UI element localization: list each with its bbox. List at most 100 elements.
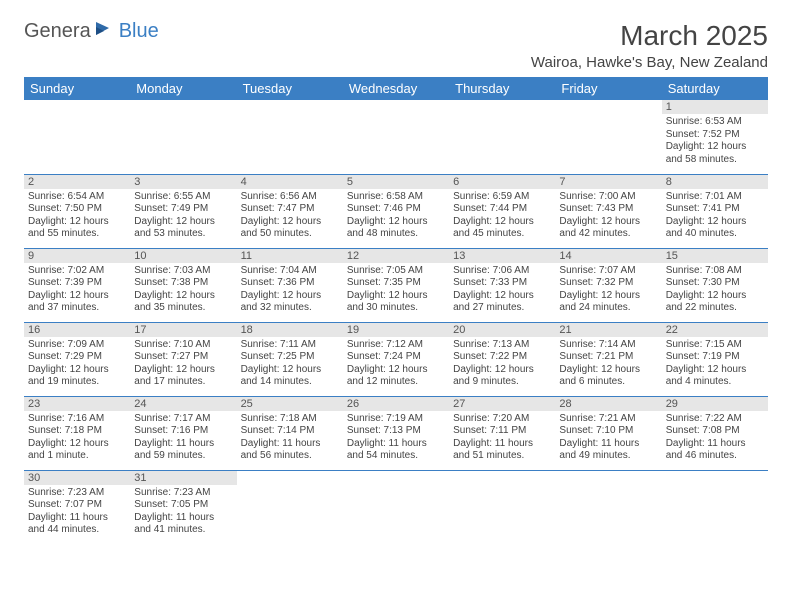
day-number: 3 [130,175,236,189]
day-number: 25 [237,397,343,411]
title-block: March 2025 Wairoa, Hawke's Bay, New Zeal… [531,20,768,71]
calendar-body: 1Sunrise: 6:53 AMSunset: 7:52 PMDaylight… [24,100,768,544]
day-info: Sunrise: 7:01 AMSunset: 7:41 PMDaylight:… [662,189,768,245]
calendar-cell: 1Sunrise: 6:53 AMSunset: 7:52 PMDaylight… [662,100,768,174]
logo: Genera Blue [24,20,159,43]
day-info: Sunrise: 7:14 AMSunset: 7:21 PMDaylight:… [555,337,661,393]
calendar-week: 9Sunrise: 7:02 AMSunset: 7:39 PMDaylight… [24,248,768,322]
calendar-week: 16Sunrise: 7:09 AMSunset: 7:29 PMDayligh… [24,322,768,396]
calendar-cell: 25Sunrise: 7:18 AMSunset: 7:14 PMDayligh… [237,396,343,470]
calendar-cell: 6Sunrise: 6:59 AMSunset: 7:44 PMDaylight… [449,174,555,248]
day-info: Sunrise: 7:20 AMSunset: 7:11 PMDaylight:… [449,411,555,467]
day-number: 27 [449,397,555,411]
day-header: Wednesday [343,77,449,100]
day-info: Sunrise: 6:56 AMSunset: 7:47 PMDaylight:… [237,189,343,245]
calendar-cell [130,100,236,174]
day-info: Sunrise: 7:07 AMSunset: 7:32 PMDaylight:… [555,263,661,319]
calendar-cell: 5Sunrise: 6:58 AMSunset: 7:46 PMDaylight… [343,174,449,248]
calendar-cell: 2Sunrise: 6:54 AMSunset: 7:50 PMDaylight… [24,174,130,248]
day-info: Sunrise: 7:04 AMSunset: 7:36 PMDaylight:… [237,263,343,319]
header: Genera Blue March 2025 Wairoa, Hawke's B… [24,20,768,71]
day-number: 12 [343,249,449,263]
day-number: 19 [343,323,449,337]
day-info: Sunrise: 7:23 AMSunset: 7:05 PMDaylight:… [130,485,236,541]
calendar-week: 23Sunrise: 7:16 AMSunset: 7:18 PMDayligh… [24,396,768,470]
calendar-cell [343,100,449,174]
day-info: Sunrise: 7:21 AMSunset: 7:10 PMDaylight:… [555,411,661,467]
month-title: March 2025 [531,20,768,52]
calendar-cell: 12Sunrise: 7:05 AMSunset: 7:35 PMDayligh… [343,248,449,322]
calendar-cell: 26Sunrise: 7:19 AMSunset: 7:13 PMDayligh… [343,396,449,470]
day-info: Sunrise: 7:19 AMSunset: 7:13 PMDaylight:… [343,411,449,467]
flag-icon [95,20,115,43]
day-info: Sunrise: 6:59 AMSunset: 7:44 PMDaylight:… [449,189,555,245]
day-info: Sunrise: 7:17 AMSunset: 7:16 PMDaylight:… [130,411,236,467]
logo-text-part2: Blue [119,20,159,43]
day-info: Sunrise: 6:54 AMSunset: 7:50 PMDaylight:… [24,189,130,245]
calendar-cell [555,470,661,544]
day-info: Sunrise: 7:18 AMSunset: 7:14 PMDaylight:… [237,411,343,467]
calendar-cell: 27Sunrise: 7:20 AMSunset: 7:11 PMDayligh… [449,396,555,470]
calendar-table: SundayMondayTuesdayWednesdayThursdayFrid… [24,77,768,544]
calendar-cell: 30Sunrise: 7:23 AMSunset: 7:07 PMDayligh… [24,470,130,544]
day-number: 31 [130,471,236,485]
calendar-week: 30Sunrise: 7:23 AMSunset: 7:07 PMDayligh… [24,470,768,544]
day-info: Sunrise: 7:08 AMSunset: 7:30 PMDaylight:… [662,263,768,319]
day-header: Friday [555,77,661,100]
calendar-cell: 22Sunrise: 7:15 AMSunset: 7:19 PMDayligh… [662,322,768,396]
calendar-cell: 18Sunrise: 7:11 AMSunset: 7:25 PMDayligh… [237,322,343,396]
calendar-week: 2Sunrise: 6:54 AMSunset: 7:50 PMDaylight… [24,174,768,248]
location: Wairoa, Hawke's Bay, New Zealand [531,54,768,71]
day-number: 4 [237,175,343,189]
calendar-cell [449,100,555,174]
calendar-cell [24,100,130,174]
day-info: Sunrise: 7:00 AMSunset: 7:43 PMDaylight:… [555,189,661,245]
day-number: 2 [24,175,130,189]
day-info: Sunrise: 7:05 AMSunset: 7:35 PMDaylight:… [343,263,449,319]
calendar-header-row: SundayMondayTuesdayWednesdayThursdayFrid… [24,77,768,100]
calendar-cell: 13Sunrise: 7:06 AMSunset: 7:33 PMDayligh… [449,248,555,322]
day-number: 14 [555,249,661,263]
calendar-cell [237,100,343,174]
day-number: 29 [662,397,768,411]
calendar-cell: 9Sunrise: 7:02 AMSunset: 7:39 PMDaylight… [24,248,130,322]
calendar-cell [237,470,343,544]
day-header: Saturday [662,77,768,100]
day-info: Sunrise: 7:02 AMSunset: 7:39 PMDaylight:… [24,263,130,319]
calendar-cell: 23Sunrise: 7:16 AMSunset: 7:18 PMDayligh… [24,396,130,470]
day-number: 1 [662,100,768,114]
day-number: 8 [662,175,768,189]
day-info: Sunrise: 7:22 AMSunset: 7:08 PMDaylight:… [662,411,768,467]
day-info: Sunrise: 7:23 AMSunset: 7:07 PMDaylight:… [24,485,130,541]
calendar-cell: 11Sunrise: 7:04 AMSunset: 7:36 PMDayligh… [237,248,343,322]
calendar-cell: 10Sunrise: 7:03 AMSunset: 7:38 PMDayligh… [130,248,236,322]
calendar-cell: 14Sunrise: 7:07 AMSunset: 7:32 PMDayligh… [555,248,661,322]
calendar-cell [662,470,768,544]
calendar-cell: 8Sunrise: 7:01 AMSunset: 7:41 PMDaylight… [662,174,768,248]
day-info: Sunrise: 7:03 AMSunset: 7:38 PMDaylight:… [130,263,236,319]
day-number: 13 [449,249,555,263]
calendar-cell: 17Sunrise: 7:10 AMSunset: 7:27 PMDayligh… [130,322,236,396]
day-header: Monday [130,77,236,100]
day-number: 15 [662,249,768,263]
day-header: Sunday [24,77,130,100]
day-number: 5 [343,175,449,189]
day-info: Sunrise: 7:10 AMSunset: 7:27 PMDaylight:… [130,337,236,393]
day-info: Sunrise: 7:13 AMSunset: 7:22 PMDaylight:… [449,337,555,393]
day-number: 30 [24,471,130,485]
day-header: Tuesday [237,77,343,100]
calendar-cell: 19Sunrise: 7:12 AMSunset: 7:24 PMDayligh… [343,322,449,396]
day-number: 16 [24,323,130,337]
calendar-cell: 3Sunrise: 6:55 AMSunset: 7:49 PMDaylight… [130,174,236,248]
calendar-cell: 4Sunrise: 6:56 AMSunset: 7:47 PMDaylight… [237,174,343,248]
day-info: Sunrise: 6:55 AMSunset: 7:49 PMDaylight:… [130,189,236,245]
logo-text-part1: Genera [24,20,91,43]
day-info: Sunrise: 7:11 AMSunset: 7:25 PMDaylight:… [237,337,343,393]
day-number: 20 [449,323,555,337]
calendar-cell: 31Sunrise: 7:23 AMSunset: 7:05 PMDayligh… [130,470,236,544]
day-number: 24 [130,397,236,411]
day-info: Sunrise: 7:12 AMSunset: 7:24 PMDaylight:… [343,337,449,393]
calendar-cell: 24Sunrise: 7:17 AMSunset: 7:16 PMDayligh… [130,396,236,470]
day-info: Sunrise: 7:09 AMSunset: 7:29 PMDaylight:… [24,337,130,393]
day-info: Sunrise: 7:06 AMSunset: 7:33 PMDaylight:… [449,263,555,319]
